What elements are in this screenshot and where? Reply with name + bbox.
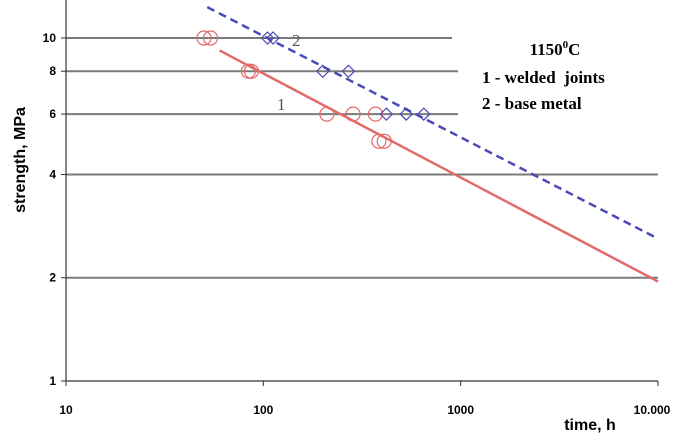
- point-series-2: [416, 107, 431, 121]
- y-axis-title: strength, MPa: [12, 107, 29, 213]
- y-tick-label: 1: [49, 374, 56, 388]
- point-series-1: [240, 63, 256, 79]
- y-tick-label: 8: [49, 64, 56, 78]
- point-series-2: [266, 31, 280, 45]
- data-points: [196, 30, 431, 149]
- point-series-1: [367, 106, 384, 122]
- legend-title: 11500C: [530, 39, 581, 59]
- point-series-1: [202, 30, 219, 46]
- point-series-1: [319, 106, 335, 122]
- x-tick-label: 10.000: [634, 403, 671, 417]
- fit-line-series-2: [206, 6, 659, 240]
- y-tick-label: 2: [49, 271, 56, 285]
- y-tick-label: 6: [49, 107, 56, 121]
- fit-line-series-1: [218, 49, 659, 283]
- point-series-1: [371, 133, 387, 149]
- point-series-2: [379, 107, 394, 121]
- legend-entry-2: 2 - base metal: [482, 94, 582, 113]
- point-series-1: [376, 133, 392, 149]
- y-tick-label: 10: [43, 31, 57, 45]
- legend: 11500C 1 - welded joints 2 - base metal: [482, 39, 605, 113]
- grid-lines: [66, 37, 658, 279]
- legend-title-unit: C: [568, 40, 580, 59]
- legend-title-value: 1150: [530, 40, 563, 59]
- point-series-1: [243, 63, 259, 79]
- point-series-2: [399, 107, 414, 121]
- point-series-1: [345, 106, 361, 122]
- x-tick-label: 1000: [447, 403, 474, 417]
- legend-title-sup: 0: [563, 39, 569, 51]
- point-series-2: [315, 64, 330, 79]
- point-series-2: [341, 64, 356, 79]
- point-series-2: [260, 31, 275, 45]
- axes: [61, 0, 659, 386]
- curve-label-1: 1: [277, 95, 286, 114]
- x-tick-label: 10: [59, 403, 73, 417]
- y-tick-label: 4: [49, 167, 56, 181]
- fit-lines: [206, 6, 659, 283]
- legend-entry-1: 1 - welded joints: [482, 68, 605, 87]
- point-series-1: [196, 30, 212, 46]
- x-axis-title: time, h: [564, 417, 616, 434]
- x-tick-label: 100: [253, 403, 273, 417]
- curve-label-2: 2: [292, 31, 301, 50]
